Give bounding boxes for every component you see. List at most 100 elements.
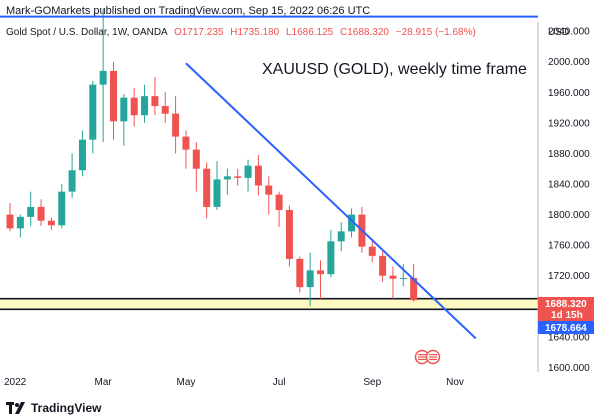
support-price-tag-bg bbox=[538, 321, 594, 334]
candle-body bbox=[78, 139, 86, 171]
low-value: L1686.125 bbox=[286, 27, 334, 38]
candle bbox=[368, 241, 376, 262]
price-tick-label: 1720.000 bbox=[548, 271, 590, 282]
candle-body bbox=[213, 179, 221, 207]
publisher-text: Mark-GOMarkets published on TradingView.… bbox=[6, 5, 371, 17]
candle-body bbox=[379, 255, 387, 276]
candle-body bbox=[296, 258, 304, 288]
candle bbox=[110, 61, 117, 140]
candle bbox=[37, 199, 45, 227]
candle-body bbox=[410, 278, 418, 301]
ohlc-legend: Gold Spot / U.S. Dollar, 1W, OANDA O1717… bbox=[6, 27, 476, 38]
candle bbox=[141, 84, 149, 123]
candle-body bbox=[37, 206, 45, 221]
last-price-tag: 1688.320 1d 15h bbox=[538, 297, 594, 321]
candle bbox=[265, 176, 273, 215]
candle bbox=[327, 229, 335, 278]
candle-body bbox=[130, 97, 138, 116]
candle bbox=[337, 222, 345, 252]
candle-body bbox=[348, 214, 356, 232]
candle-body bbox=[58, 191, 66, 226]
time-tick-label: May bbox=[176, 377, 195, 388]
candle-body bbox=[141, 96, 149, 116]
candle bbox=[348, 208, 356, 238]
tradingview-logo-icon bbox=[6, 401, 25, 414]
candle-body bbox=[317, 270, 324, 275]
candle bbox=[244, 159, 252, 192]
candle-body bbox=[172, 113, 180, 137]
candle-body bbox=[306, 270, 314, 288]
candles-layer bbox=[6, 8, 418, 307]
candle bbox=[130, 87, 138, 127]
support-price-tag: 1678.664 bbox=[538, 321, 594, 334]
price-chart[interactable]: Gold Spot / U.S. Dollar, 1W, OANDA O1717… bbox=[0, 0, 602, 396]
candle-body bbox=[89, 84, 97, 140]
support-price-value: 1678.664 bbox=[545, 323, 587, 334]
candle bbox=[161, 92, 169, 123]
candle-body bbox=[16, 216, 24, 229]
candle bbox=[120, 93, 128, 146]
candle-body bbox=[161, 106, 169, 114]
candle-body bbox=[285, 209, 293, 259]
time-tick-label: Mar bbox=[95, 377, 113, 388]
candle-body bbox=[47, 220, 55, 226]
candle-body bbox=[120, 97, 128, 122]
candle-body bbox=[68, 170, 76, 192]
candle-body bbox=[234, 176, 242, 178]
candle bbox=[223, 168, 231, 195]
candle-body bbox=[203, 168, 211, 207]
chart-annotation: XAUUSD (GOLD), weekly time frame bbox=[262, 61, 527, 78]
candle-body bbox=[223, 176, 231, 180]
candle-body bbox=[182, 136, 190, 150]
candle-body bbox=[399, 278, 407, 280]
candle bbox=[78, 130, 86, 177]
candle-body bbox=[99, 70, 107, 85]
candle-body bbox=[244, 165, 252, 178]
price-tick-label: 2040.000 bbox=[548, 27, 590, 38]
close-value: C1688.320 bbox=[340, 27, 389, 38]
price-tick-label: 2000.000 bbox=[548, 57, 590, 68]
candle bbox=[192, 141, 200, 192]
brand-name: TradingView bbox=[31, 400, 102, 415]
time-tick-label: Nov bbox=[446, 377, 464, 388]
candle-body bbox=[265, 185, 273, 195]
candle bbox=[6, 203, 14, 232]
candle-body bbox=[368, 246, 376, 256]
candle bbox=[379, 251, 387, 282]
drawings-layer bbox=[0, 15, 538, 340]
price-tick-label: 1800.000 bbox=[548, 210, 590, 221]
descending-trendline bbox=[185, 62, 477, 340]
candle bbox=[99, 8, 107, 142]
price-tick-label: 1640.000 bbox=[548, 332, 590, 343]
price-tick-label: 1920.000 bbox=[548, 118, 590, 129]
candle bbox=[306, 252, 314, 307]
candle bbox=[389, 266, 397, 299]
candle bbox=[203, 162, 211, 219]
candle bbox=[151, 77, 159, 116]
us-flag-event-icon[interactable] bbox=[414, 349, 441, 365]
candle bbox=[182, 130, 190, 169]
candle-body bbox=[327, 241, 335, 275]
candle bbox=[317, 260, 324, 299]
candle-body bbox=[337, 231, 345, 242]
candle-body bbox=[27, 206, 35, 217]
candle bbox=[27, 191, 35, 227]
time-tick-label: Jul bbox=[273, 377, 286, 388]
candle-body bbox=[275, 194, 283, 210]
candle-body bbox=[254, 165, 262, 186]
candle bbox=[410, 264, 418, 302]
last-price-tag-bg bbox=[538, 297, 594, 321]
time-tick-label: Sep bbox=[363, 377, 381, 388]
candle bbox=[296, 256, 304, 293]
candle bbox=[285, 205, 293, 267]
currency-label: USD bbox=[548, 27, 569, 38]
candle bbox=[58, 184, 66, 229]
candle bbox=[47, 217, 55, 230]
time-axis[interactable]: 2022 Mar May Jul Sep Nov bbox=[4, 377, 464, 388]
candle bbox=[16, 214, 24, 238]
tradingview-logo[interactable]: TradingView bbox=[6, 401, 101, 415]
open-value: O1717.235 bbox=[174, 27, 224, 38]
high-value: H1735.180 bbox=[230, 27, 279, 38]
candle bbox=[399, 264, 407, 287]
symbol-label: Gold Spot / U.S. Dollar, 1W, OANDA bbox=[6, 27, 168, 38]
